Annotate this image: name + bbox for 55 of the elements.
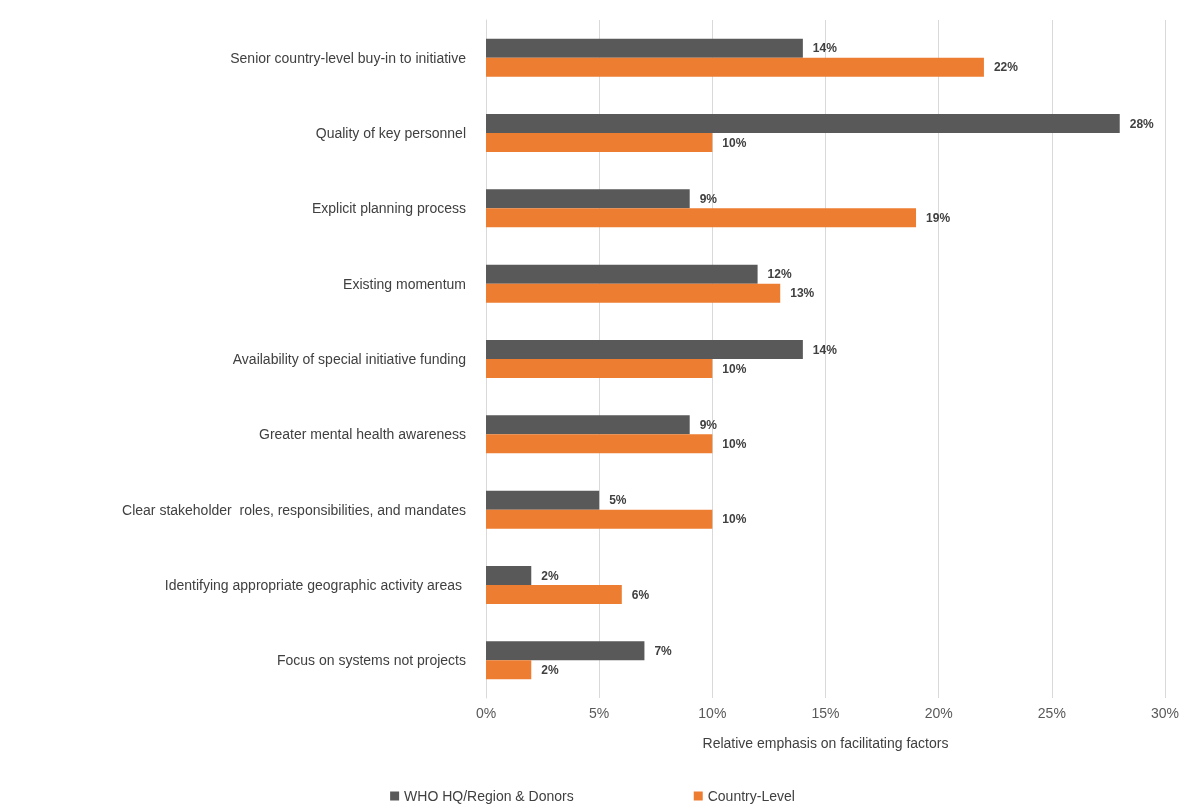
data-label: 19% — [926, 210, 951, 225]
data-label: 2% — [541, 662, 559, 677]
bar — [486, 38, 803, 58]
x-tick-label: 10% — [698, 705, 727, 721]
x-tick-label: 15% — [811, 705, 840, 721]
y-tick-label: Senior country-level buy-in to initiative — [230, 49, 467, 66]
x-tick-label: 0% — [475, 705, 497, 721]
y-tick-label: Explicit planning process — [311, 200, 466, 217]
x-tick-label: 30% — [1150, 705, 1180, 721]
data-label: 9% — [699, 191, 718, 206]
data-label: 7% — [654, 643, 673, 658]
x-axis-title: Relative emphasis on facilitating factors — [702, 735, 949, 751]
y-tick-label: Existing momentum — [343, 275, 466, 292]
y-tick-label: Focus on systems not projects — [276, 652, 466, 669]
bar — [486, 660, 532, 680]
data-label: 10% — [722, 135, 747, 150]
bar — [486, 509, 713, 529]
bar — [486, 189, 690, 209]
data-label: 10% — [722, 436, 747, 451]
bar — [486, 114, 1120, 133]
data-label: 12% — [767, 267, 792, 282]
data-label: 28% — [1129, 116, 1155, 131]
bar — [486, 585, 622, 604]
data-label: 10% — [722, 512, 747, 527]
bar — [486, 283, 781, 303]
x-tick-label: 25% — [1037, 705, 1066, 721]
x-tick-label: 5% — [589, 705, 610, 721]
legend-label: WHO HQ/Region & Donors — [404, 788, 574, 804]
legend-label: Country-Level — [707, 788, 795, 804]
bar — [486, 264, 758, 284]
data-label: 14% — [812, 342, 838, 357]
data-label: 13% — [790, 286, 815, 301]
data-label: 9% — [699, 417, 718, 432]
data-label: 14% — [812, 41, 838, 56]
bar — [486, 133, 713, 152]
bar — [486, 57, 984, 77]
data-label: 5% — [609, 493, 627, 508]
y-tick-label: Greater mental health awareness — [259, 426, 466, 443]
bar — [486, 359, 713, 378]
bar — [486, 434, 713, 454]
data-label: 2% — [541, 568, 559, 583]
bar — [486, 641, 645, 661]
y-tick-label: Quality of key personnel — [315, 125, 466, 141]
data-label: 10% — [722, 361, 747, 376]
y-tick-label: Availability of special initiative funding — [232, 351, 466, 367]
y-tick-label: Identifying appropriate geographic activity areas — [164, 577, 466, 593]
bar — [486, 566, 532, 585]
data-label: 22% — [993, 60, 1019, 75]
y-tick-label: Clear stakeholder roles, responsibilities, and mandates — [122, 501, 466, 518]
x-tick-label: 20% — [924, 705, 953, 721]
data-label: 6% — [631, 587, 650, 602]
bar — [486, 490, 600, 510]
bar — [486, 415, 690, 435]
bar — [486, 208, 917, 228]
bar — [486, 340, 803, 359]
